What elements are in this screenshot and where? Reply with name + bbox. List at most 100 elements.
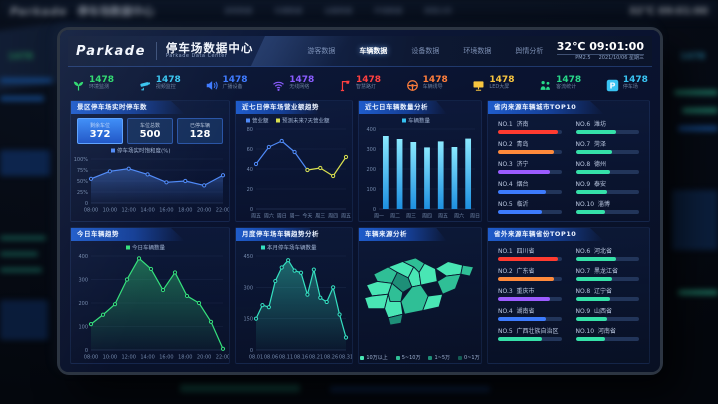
panel-body: 本月停车场车辆数量 0 150 300 450 08.01 08.06 08.11 08.16 0…	[236, 241, 353, 363]
device-stats-row: 1478 环境监测 1478 视频监控 1478 广播设备 1478 无线网络 1478 智慧路灯…	[72, 70, 648, 96]
panel-body: 10万以上 5~10万 1~5万 0~1万	[359, 241, 481, 363]
backdrop-stat: 1478	[680, 52, 706, 62]
stat-value: 1478	[289, 74, 315, 85]
svg-text:08.06: 08.06	[264, 355, 278, 361]
top10-item: NO.7 菏泽	[575, 139, 639, 154]
device-stat-6: 1478 LED大屏	[472, 70, 514, 96]
panel-body: NO.1 四川省 NO.6 河北省 NO.2 广东省 NO.7 黑龙江省 NO.3 重庆…	[488, 241, 649, 363]
temp-time: 32℃ 09:01:00	[556, 39, 644, 53]
date-label: 2021/10/06 星期三	[598, 54, 644, 61]
svg-text:14:00: 14:00	[140, 208, 154, 214]
nav-tab-0[interactable]: 游客数据	[307, 47, 336, 55]
map-region[interactable]	[387, 313, 404, 326]
nav-tab-4[interactable]: 舆情分析	[515, 47, 544, 55]
top10-label: NO.6 潍坊	[575, 121, 607, 128]
svg-text:08.21: 08.21	[309, 355, 323, 361]
stat-label: 视频监控	[155, 84, 176, 91]
svg-text:16:00: 16:00	[159, 208, 173, 214]
top10-bar-fill	[575, 317, 608, 321]
clock-sub: PM2.5 2021/10/06 星期三	[556, 53, 644, 62]
top10-bar-track	[575, 170, 639, 174]
top10-bar-track	[498, 130, 562, 134]
temperature: 32℃	[556, 39, 586, 53]
nav-tab-2[interactable]: 设备数据	[411, 47, 440, 55]
svg-text:周五: 周五	[251, 214, 261, 220]
map-legend-item: 1~5万	[428, 354, 450, 361]
parking-stat-boxes: 剩余车位 372 车位总数 500 已停车辆 128	[71, 114, 229, 144]
stat-value: 1478	[556, 74, 582, 85]
stat-label: 广播设备	[222, 84, 243, 91]
map-region[interactable]	[434, 261, 464, 277]
top10-label: NO.5 临沂	[498, 201, 529, 208]
backdrop-bar	[180, 384, 300, 392]
backdrop-bar	[0, 236, 46, 240]
panel-body: 车辆数量 0 100 200 300 400 周一 周二 周三 周四 周五 周六 周日	[359, 114, 481, 221]
top10-item: NO.5 广西壮族自治区	[498, 326, 562, 341]
map-legend-item: 10万以上	[360, 354, 388, 361]
panel-today-trend: 今日车辆趋势 今日车辆数量 0 100 200 300 400 08:00 10:00 12:0…	[70, 227, 230, 364]
map-region[interactable]	[436, 273, 462, 295]
map-region[interactable]	[460, 264, 475, 277]
backdrop-nav-item: 舆情分析	[424, 7, 453, 15]
parking-icon: P	[606, 77, 619, 91]
weekly-count-svg: 车辆数量 0 100 200 300 400 周一 周二 周三 周四 周五 周六 周日	[366, 116, 480, 219]
map-region[interactable]	[418, 262, 438, 286]
svg-text:12:00: 12:00	[122, 208, 136, 214]
wifi-icon	[272, 77, 285, 91]
panel-monthly-trend: 月度停车场车辆趋势分析 本月停车场车辆数量 0 150 300 450 08.01 08.0…	[235, 227, 353, 364]
svg-text:40: 40	[247, 167, 253, 173]
backdrop-topbar: Parkade 停车场数据中心 游客数据 车辆数据 设备数据 环境数据 舆情分析 32℃…	[0, 0, 718, 22]
top10-item: NO.2 广东省	[498, 266, 562, 281]
svg-text:08:00: 08:00	[84, 355, 98, 361]
stat-value: 1478	[222, 74, 248, 85]
top10-item: NO.6 潍坊	[575, 119, 639, 134]
top10-label: NO.3 重庆市	[498, 288, 535, 295]
backdrop-bar	[0, 252, 38, 256]
streetlight-icon	[339, 77, 352, 91]
today-trend-area-chart: 今日车辆数量 0 100 200 300 400 08:00 10:00 12:00 14:00 1…	[71, 241, 230, 361]
svg-text:0: 0	[250, 207, 253, 213]
svg-text:300: 300	[366, 147, 376, 153]
device-stat-4: 1478 智慧路灯	[339, 70, 381, 96]
dashboard-header: Parkade 停车场数据中心 Parkade Data Center 游客数据…	[68, 36, 652, 67]
legend-dot	[395, 355, 400, 360]
saturation-svg: 停车场实时饱和度(%) 0 25% 50% 75% 100% 08:00 10:00 12:00…	[74, 146, 231, 214]
svg-text:10:00: 10:00	[103, 355, 117, 361]
svg-text:0: 0	[85, 201, 88, 207]
panel-weekly-revenue: 近七日停车场营业额趋势 营业额 预测未来7天营业额 0 20 40 60 80 周五 周六 周日周…	[235, 100, 353, 222]
box-label: 车位总数	[139, 123, 160, 129]
backdrop-stat: 1478	[8, 52, 34, 62]
map-region[interactable]	[422, 293, 444, 311]
parking-stat-box-0: 剩余车位 372	[77, 118, 123, 144]
stat-value: 1478	[489, 74, 515, 85]
top10-item: NO.4 烟台	[498, 179, 562, 194]
top10-item: NO.5 临沂	[498, 199, 562, 214]
top10-bar-fill	[498, 190, 547, 194]
svg-text:300: 300	[243, 285, 253, 291]
panel-title: 近七日车辆数量分析	[365, 103, 428, 111]
weekly-count-bar-chart: 车辆数量 0 100 200 300 400 周一 周二 周三 周四 周五 周六 周日	[359, 114, 481, 220]
legend-dot	[458, 355, 463, 360]
top10-bar-track	[498, 297, 562, 301]
svg-text:25%: 25%	[77, 190, 88, 196]
backdrop-nav-item: 设备数据	[324, 7, 353, 15]
top10-label: NO.7 黑龙江省	[575, 268, 619, 275]
stat-label: 客流统计	[556, 84, 577, 91]
map-legend-item: 5~10万	[395, 354, 420, 361]
top10-bar-track	[575, 150, 639, 154]
svg-text:周一: 周一	[290, 214, 300, 220]
weekly-revenue-line-chart: 营业额 预测未来7天营业额 0 20 40 60 80 周五 周六 周日 周一 今天 周三 周四 周五	[236, 114, 352, 220]
monthly-trend-area-chart: 本月停车场车辆数量 0 150 300 450 08.01 08.06 08.11 08.16 0…	[236, 241, 353, 361]
panel-title: 今日车辆趋势	[77, 230, 119, 238]
svg-text:100: 100	[366, 187, 376, 193]
cctv-icon	[139, 77, 152, 90]
svg-text:450: 450	[243, 254, 253, 260]
box-label: 已停车辆	[189, 123, 210, 129]
svg-text:80: 80	[247, 127, 253, 133]
nav-tab-1[interactable]: 车辆数据	[359, 47, 388, 55]
panel-header: 车辆来源分析	[359, 228, 481, 241]
clock-time: 09:01:00	[589, 39, 644, 53]
backdrop-clock: 32℃ 09:01:00	[628, 5, 708, 17]
nav-tab-3[interactable]: 环境数据	[463, 47, 492, 55]
